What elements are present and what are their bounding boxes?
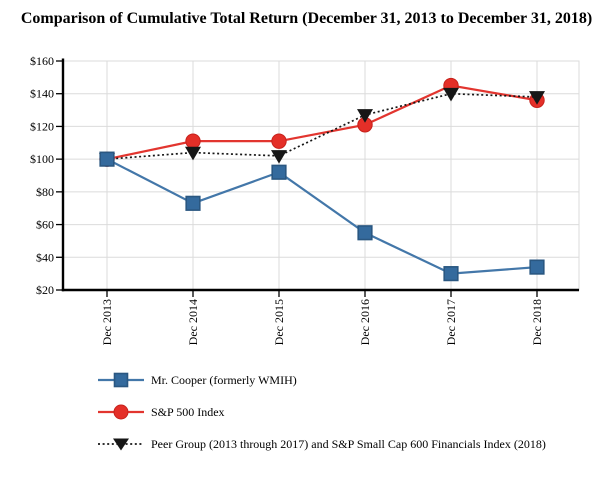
- series-2: [99, 87, 545, 167]
- svg-text:$20: $20: [36, 283, 54, 297]
- data-point-square-icon: [99, 151, 115, 167]
- legend-item-peer-group: Peer Group (2013 through 2017) and S&P S…: [98, 428, 613, 460]
- data-point-square-icon: [529, 259, 545, 275]
- circle-marker-icon: [98, 404, 144, 420]
- legend-label-mr-cooper: Mr. Cooper (formerly WMIH): [151, 372, 297, 387]
- legend: Mr. Cooper (formerly WMIH) S&P 500 Index…: [98, 364, 613, 460]
- square-marker-icon: [98, 372, 144, 388]
- legend-label-sp500: S&P 500 Index: [151, 404, 225, 419]
- x-axis-labels: Dec 2013 Dec 2014 Dec 2015 Dec 2016 Dec 2017…: [100, 291, 544, 345]
- axes: [61, 58, 579, 292]
- svg-text:$60: $60: [36, 218, 54, 232]
- svg-text:$120: $120: [30, 119, 54, 133]
- data-point-triangle-icon: [185, 146, 201, 161]
- svg-text:Dec 2015: Dec 2015: [272, 299, 286, 345]
- svg-text:Dec 2016: Dec 2016: [358, 299, 372, 345]
- svg-text:$40: $40: [36, 250, 54, 264]
- svg-text:Dec 2017: Dec 2017: [444, 299, 458, 345]
- data-point-triangle-icon: [529, 91, 545, 105]
- legend-item-sp500: S&P 500 Index: [98, 396, 613, 428]
- data-point-circle-icon: [271, 133, 287, 149]
- series-1: [99, 77, 545, 167]
- legend-label-peer-group: Peer Group (2013 through 2017) and S&P S…: [151, 436, 546, 451]
- svg-text:Dec 2013: Dec 2013: [100, 299, 114, 345]
- data-point-triangle-icon: [271, 150, 287, 164]
- data-point-square-icon: [443, 266, 459, 282]
- y-axis-labels: $20 $40 $60 $80 $100 $120 $140 $160: [30, 54, 63, 297]
- svg-text:$140: $140: [30, 87, 54, 101]
- svg-text:$160: $160: [30, 54, 54, 68]
- data-point-circle-icon: [185, 133, 201, 149]
- chart-title: Comparison of Cumulative Total Return (D…: [20, 10, 593, 27]
- svg-text:Dec 2018: Dec 2018: [530, 299, 544, 345]
- svg-text:Dec 2014: Dec 2014: [186, 299, 200, 345]
- svg-text:$80: $80: [36, 185, 54, 199]
- data-point-square-icon: [271, 164, 287, 180]
- data-point-square-icon: [185, 195, 201, 211]
- triangle-marker-icon: [98, 438, 144, 451]
- svg-text:$100: $100: [30, 152, 54, 166]
- data-point-triangle-icon: [443, 87, 459, 102]
- series-0: [99, 151, 545, 282]
- data-point-triangle-icon: [357, 109, 373, 123]
- data-point-square-icon: [357, 225, 373, 241]
- legend-item-mr-cooper: Mr. Cooper (formerly WMIH): [98, 364, 613, 396]
